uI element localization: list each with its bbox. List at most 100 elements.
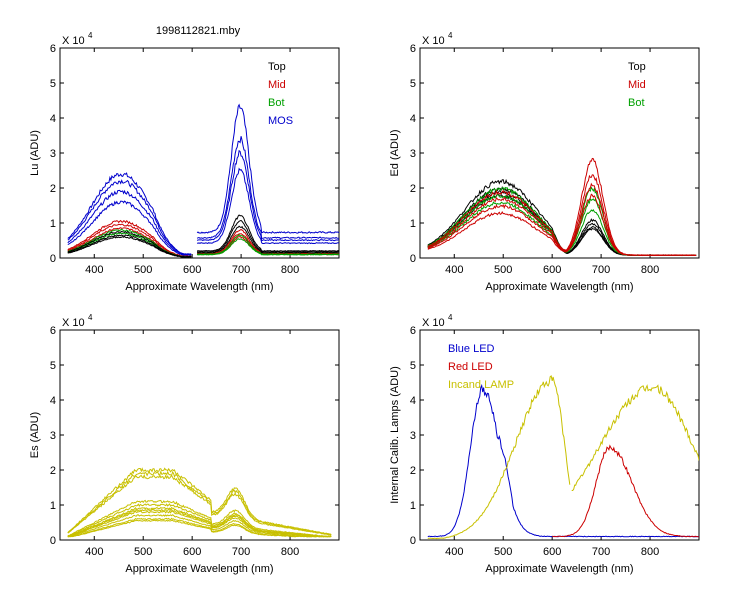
legend-entry-mid: Mid [628,79,646,91]
exponent-power: 4 [448,31,453,40]
legend-entry-incand-lamp: Incand LAMP [448,379,514,391]
x-tick-label: 800 [281,546,299,558]
series-line-es [67,467,332,536]
legend-entry-bot: Bot [628,97,645,109]
legend-entry-mid: Mid [268,79,286,91]
figure-title: 1998112821.mby [156,25,241,37]
plot-frame-ed [419,47,700,259]
x-tick-label: 400 [85,264,103,276]
series-line-red-led [552,444,699,538]
y-tick-label: 0 [50,253,56,265]
y-tick-label: 1 [410,500,416,512]
plot-frame-lu [59,47,340,259]
legend-entry-top: Top [268,61,286,73]
series-line-es [67,470,332,536]
y-tick-label: 6 [410,325,416,337]
series-line-es [67,506,332,538]
x-tick-label: 700 [592,546,610,558]
series-line-top [67,214,339,258]
x-tick-label: 400 [85,546,103,558]
series-group-cal [427,375,699,540]
x-tick-label: 600 [183,546,201,558]
y-tick-label: 4 [410,113,416,125]
series-line-incand-lamp [571,384,699,491]
x-axis-label: Approximate Wavelength (nm) [485,563,633,575]
y-tick-label: 5 [50,360,56,372]
y-axis-label: Internal Calib. Lamps (ADU) [389,366,401,504]
plot-frame-es [59,329,340,541]
series-group-es [67,467,332,538]
legend-entry-mos: MOS [268,115,293,127]
x-tick-label: 700 [232,264,250,276]
y-tick-label: 6 [410,43,416,55]
series-line-mos [67,167,339,256]
exponent-label: X 10 [422,35,445,47]
exponent-label: X 10 [62,317,85,329]
x-tick-label: 700 [232,546,250,558]
series-line-mid [427,157,697,257]
y-tick-label: 5 [410,78,416,90]
x-axis-label: Approximate Wavelength (nm) [125,281,273,293]
y-tick-label: 5 [50,78,56,90]
x-tick-label: 600 [543,546,561,558]
x-tick-label: 800 [641,264,659,276]
y-tick-label: 6 [50,325,56,337]
y-tick-label: 1 [50,218,56,230]
y-tick-label: 4 [50,113,56,125]
series-line-bot [427,193,697,257]
y-tick-label: 3 [410,148,416,160]
y-tick-label: 2 [410,465,416,477]
x-tick-label: 500 [134,546,152,558]
series-line-es [67,499,332,538]
exponent-power: 4 [88,31,93,40]
series-line-es [67,517,332,538]
x-tick-label: 600 [543,264,561,276]
y-tick-label: 2 [50,183,56,195]
series-line-top [427,178,697,257]
x-tick-label: 800 [641,546,659,558]
x-axis-label: Approximate Wavelength (nm) [125,563,273,575]
y-axis-label: Ed (ADU) [389,129,401,176]
x-tick-label: 500 [494,546,512,558]
y-axis-label: Es (ADU) [29,412,41,458]
y-tick-label: 6 [50,43,56,55]
x-tick-label: 700 [592,264,610,276]
series-line-mid [427,182,697,257]
y-tick-label: 0 [410,253,416,265]
series-line-mos [67,136,339,255]
legend-entry-bot: Bot [268,97,285,109]
series-group-ed [427,157,697,257]
legend-entry-blue-led: Blue LED [448,343,495,355]
x-tick-label: 800 [281,264,299,276]
series-line-incand-lamp [427,375,571,540]
y-tick-label: 4 [410,395,416,407]
y-tick-label: 2 [410,183,416,195]
series-line-es [67,473,332,536]
y-tick-label: 1 [50,500,56,512]
x-tick-label: 500 [494,264,512,276]
series-line-top [67,225,339,258]
series-line-top [427,193,697,257]
y-tick-label: 3 [50,430,56,442]
x-tick-label: 400 [445,546,463,558]
series-line-mos [67,149,339,256]
x-axis-label: Approximate Wavelength (nm) [485,281,633,293]
x-tick-label: 600 [183,264,201,276]
series-line-mos [67,103,339,255]
y-tick-label: 1 [410,218,416,230]
legend-entry-red-led: Red LED [448,361,493,373]
series-line-es [67,510,332,538]
y-tick-label: 0 [50,535,56,547]
y-tick-label: 0 [410,535,416,547]
y-tick-label: 5 [410,360,416,372]
exponent-label: X 10 [422,317,445,329]
y-tick-label: 4 [50,395,56,407]
series-line-mid [427,193,697,256]
y-tick-label: 3 [50,148,56,160]
exponent-label: X 10 [62,35,85,47]
x-tick-label: 500 [134,264,152,276]
exponent-power: 4 [448,313,453,322]
